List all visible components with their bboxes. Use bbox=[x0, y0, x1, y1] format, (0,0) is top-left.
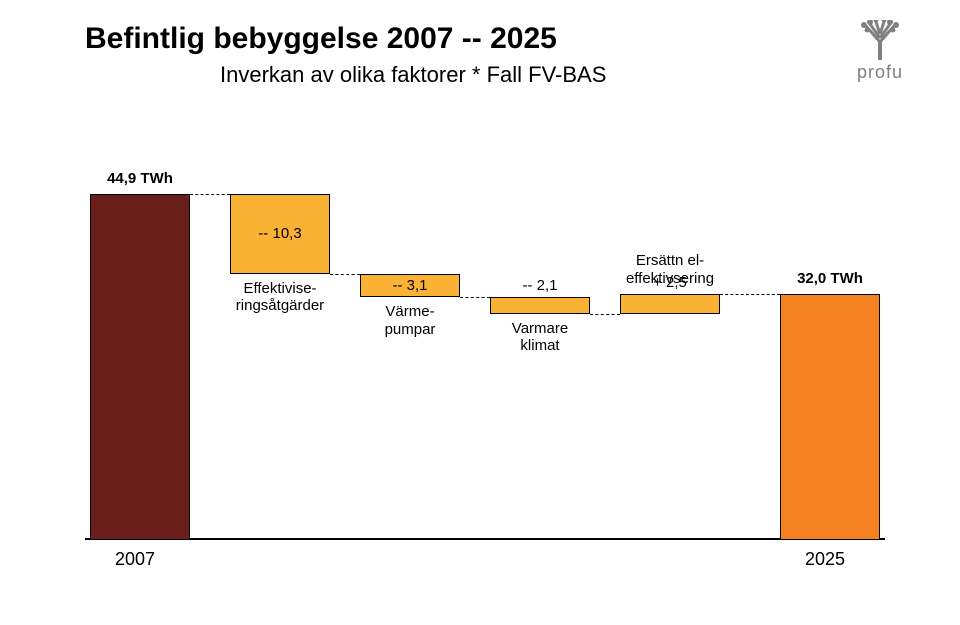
page-title: Befintlig bebyggelse 2007 -- 2025 bbox=[85, 22, 557, 56]
label-end: 32,0 TWh bbox=[770, 270, 890, 287]
label-start: 44,9 TWh bbox=[80, 170, 200, 187]
tree-icon bbox=[856, 20, 904, 60]
value-effektivisering: -- 10,3 bbox=[230, 225, 330, 242]
cat-varmare-klimat: Varmareklimat bbox=[475, 320, 605, 355]
waterfall-chart: 2007 2025 44,9 TWh-- 10,3Effektivise-rin… bbox=[85, 150, 885, 570]
x-label-end: 2025 bbox=[805, 549, 845, 570]
connector bbox=[590, 314, 620, 315]
page-subtitle: Inverkan av olika faktorer * Fall FV-BAS bbox=[220, 62, 606, 88]
value-varmare-klimat: -- 2,1 bbox=[490, 277, 590, 294]
cat-ersattn-el: Ersättn el-effektivsering bbox=[605, 252, 735, 287]
step-varmare-klimat bbox=[490, 297, 590, 313]
logo-text: profu bbox=[840, 62, 920, 83]
bar-start bbox=[90, 194, 190, 540]
connector bbox=[720, 294, 780, 295]
step-ersattn-el bbox=[620, 294, 720, 313]
logo: profu bbox=[840, 20, 920, 83]
bar-end bbox=[780, 294, 880, 540]
x-axis bbox=[85, 538, 885, 540]
cat-varmepumpar: Värme-pumpar bbox=[345, 303, 475, 338]
connector bbox=[190, 194, 230, 195]
connector bbox=[460, 297, 490, 298]
connector bbox=[330, 274, 360, 275]
x-label-start: 2007 bbox=[115, 549, 155, 570]
cat-effektivisering: Effektivise-ringsåtgärder bbox=[215, 280, 345, 315]
value-varmepumpar: -- 3,1 bbox=[360, 277, 460, 294]
